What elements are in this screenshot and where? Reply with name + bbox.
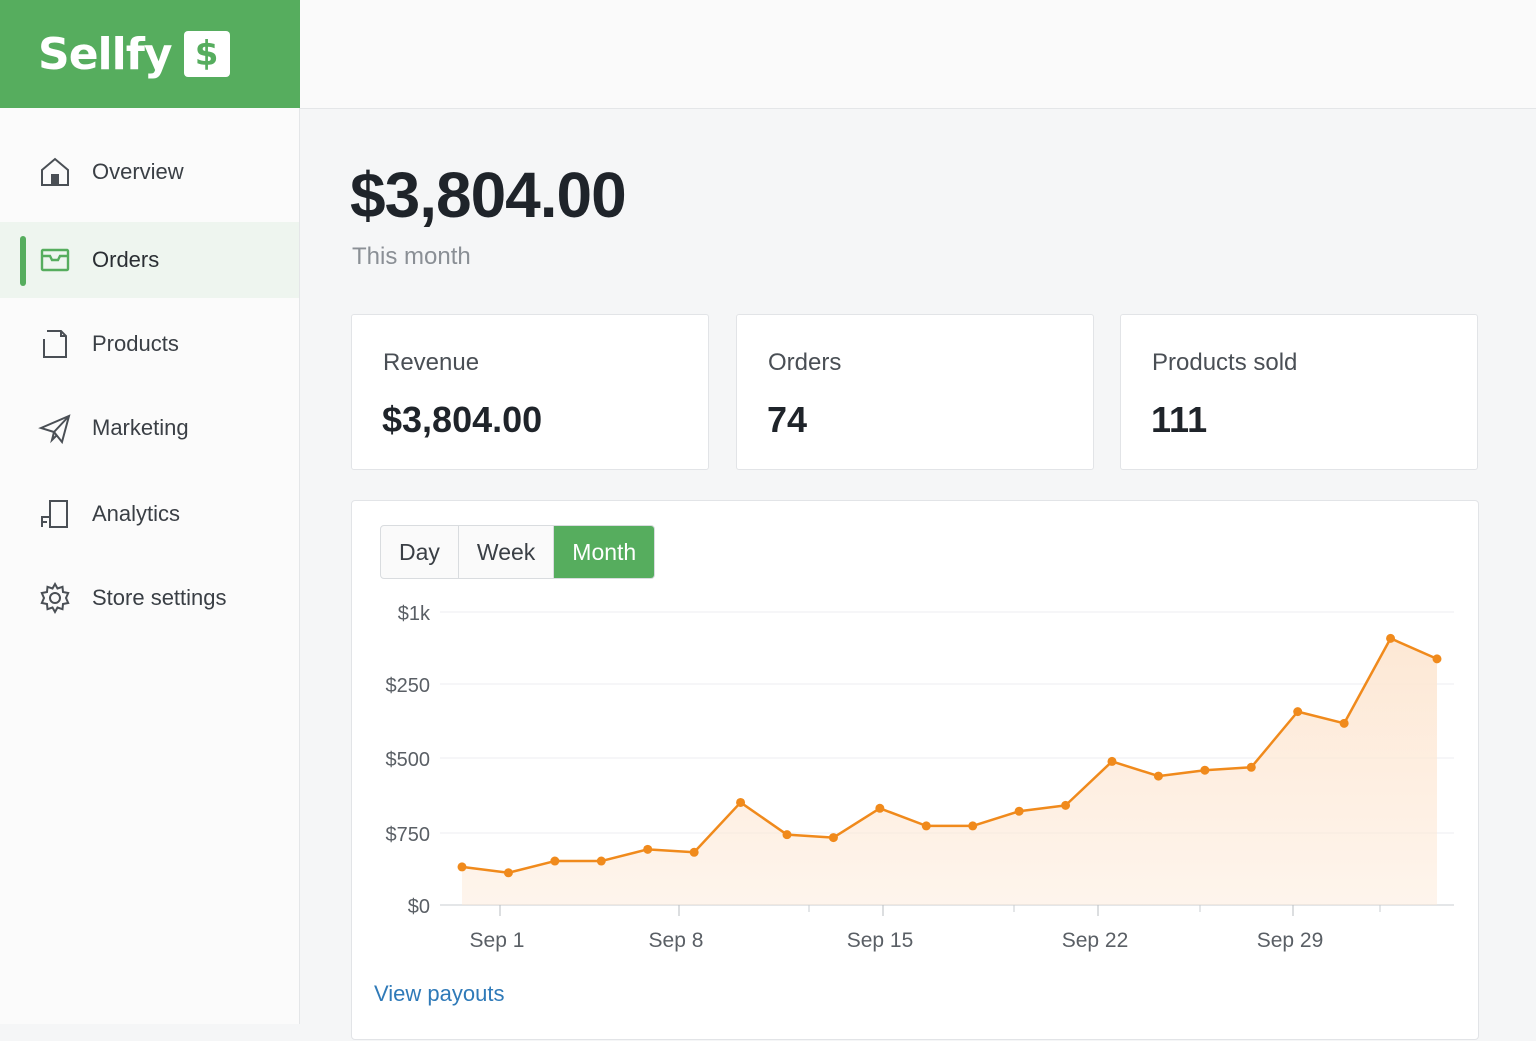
paper-plane-icon xyxy=(38,411,72,445)
dollar-badge-icon: $ xyxy=(183,31,230,77)
sidebar-item-orders[interactable]: Orders xyxy=(0,222,299,298)
data-point xyxy=(1432,654,1442,664)
sidebar-item-label: Store settings xyxy=(92,585,227,610)
revenue-chart-card: $1k $250 $500 $750 $0 Sep 1 Sep 8 Sep 15 Sep 22 S… xyxy=(351,500,1479,1040)
sidebar: Overview Orders Products Marketing Analy… xyxy=(0,108,300,1024)
sidebar-item-store-settings[interactable]: Store settings xyxy=(0,560,299,636)
stat-label: Revenue xyxy=(383,349,480,376)
data-point xyxy=(968,821,978,831)
data-point xyxy=(643,844,653,854)
tab-week[interactable]: Week xyxy=(459,526,555,578)
data-point xyxy=(1014,806,1024,816)
sidebar-item-label: Products xyxy=(92,331,179,356)
sidebar-item-overview[interactable]: Overview xyxy=(0,134,299,210)
range-selector: Day Week Month xyxy=(380,525,656,579)
data-point xyxy=(550,856,560,866)
y-tick-label: $1k xyxy=(398,603,431,625)
data-point xyxy=(875,803,885,813)
total-revenue-value: $3,804.00 xyxy=(350,159,627,231)
y-tick-label: $0 xyxy=(408,896,430,918)
revenue-card: Revenue $3,804.00 xyxy=(351,314,709,470)
data-point xyxy=(921,821,931,831)
file-icon xyxy=(38,327,72,361)
data-point xyxy=(828,833,838,843)
data-point xyxy=(1153,771,1163,781)
x-tick-label: Sep 22 xyxy=(1062,929,1129,952)
brand-logo-text: Sellfy xyxy=(38,28,173,80)
data-point xyxy=(1386,633,1396,643)
sidebar-item-products[interactable]: Products xyxy=(0,306,299,382)
data-point xyxy=(1107,756,1117,766)
y-tick-label: $250 xyxy=(386,675,431,697)
period-label: This month xyxy=(352,243,471,270)
sidebar-item-marketing[interactable]: Marketing xyxy=(0,390,299,466)
data-point xyxy=(1339,718,1349,728)
sidebar-item-label: Overview xyxy=(92,159,184,184)
stat-value: 111 xyxy=(1151,399,1208,440)
analytics-icon xyxy=(38,497,72,531)
revenue-chart: $1k $250 $500 $750 $0 Sep 1 Sep 8 Sep 15 Sep 22 S… xyxy=(386,603,1454,952)
x-tick-label: Sep 15 xyxy=(847,929,914,952)
home-icon xyxy=(38,155,72,189)
data-point xyxy=(782,830,792,840)
sidebar-item-analytics[interactable]: Analytics xyxy=(0,476,299,552)
data-point xyxy=(503,868,513,878)
tab-month[interactable]: Month xyxy=(554,526,655,578)
data-point xyxy=(1061,800,1071,810)
series-line xyxy=(461,637,1438,875)
gear-icon xyxy=(38,581,72,615)
x-tick-label: Sep 29 xyxy=(1257,929,1324,952)
sidebar-item-label: Analytics xyxy=(92,501,181,526)
data-point xyxy=(1293,707,1303,717)
stat-label: Products sold xyxy=(1152,349,1298,376)
data-point xyxy=(596,856,606,866)
data-point xyxy=(457,862,467,872)
data-point xyxy=(1246,762,1256,772)
sidebar-item-label: Orders xyxy=(92,247,160,272)
brand-header[interactable]: Sellfy $ xyxy=(0,0,300,108)
sidebar-item-label: Marketing xyxy=(92,415,189,440)
top-bar xyxy=(300,0,1536,109)
data-point xyxy=(689,847,699,857)
orders-card: Orders 74 xyxy=(736,314,1094,470)
area-fill xyxy=(462,638,1437,905)
x-tick-label: Sep 1 xyxy=(470,929,525,952)
view-payouts-link[interactable]: View payouts xyxy=(374,981,505,1006)
stat-value: $3,804.00 xyxy=(382,399,543,440)
products-sold-card: Products sold 111 xyxy=(1120,314,1478,470)
data-point xyxy=(1200,765,1210,775)
stat-value: 74 xyxy=(767,399,808,440)
data-point xyxy=(736,797,746,807)
tab-day[interactable]: Day xyxy=(381,526,459,578)
y-tick-label: $750 xyxy=(386,824,431,846)
x-tick-label: Sep 8 xyxy=(649,929,704,952)
y-tick-label: $500 xyxy=(386,749,431,771)
stat-label: Orders xyxy=(768,349,842,376)
inbox-icon xyxy=(38,243,72,277)
